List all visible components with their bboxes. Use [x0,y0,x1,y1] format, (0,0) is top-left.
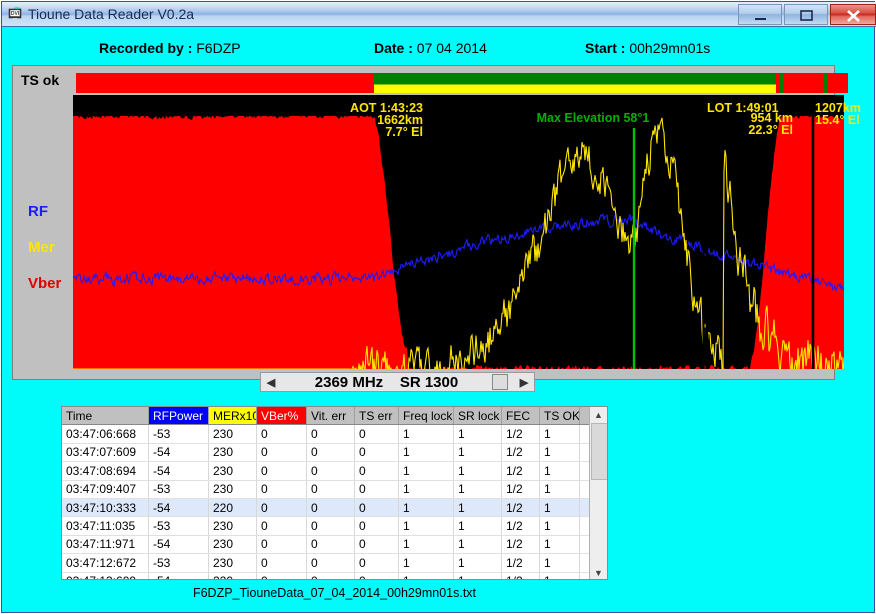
svg-text:DVI: DVI [11,11,20,17]
